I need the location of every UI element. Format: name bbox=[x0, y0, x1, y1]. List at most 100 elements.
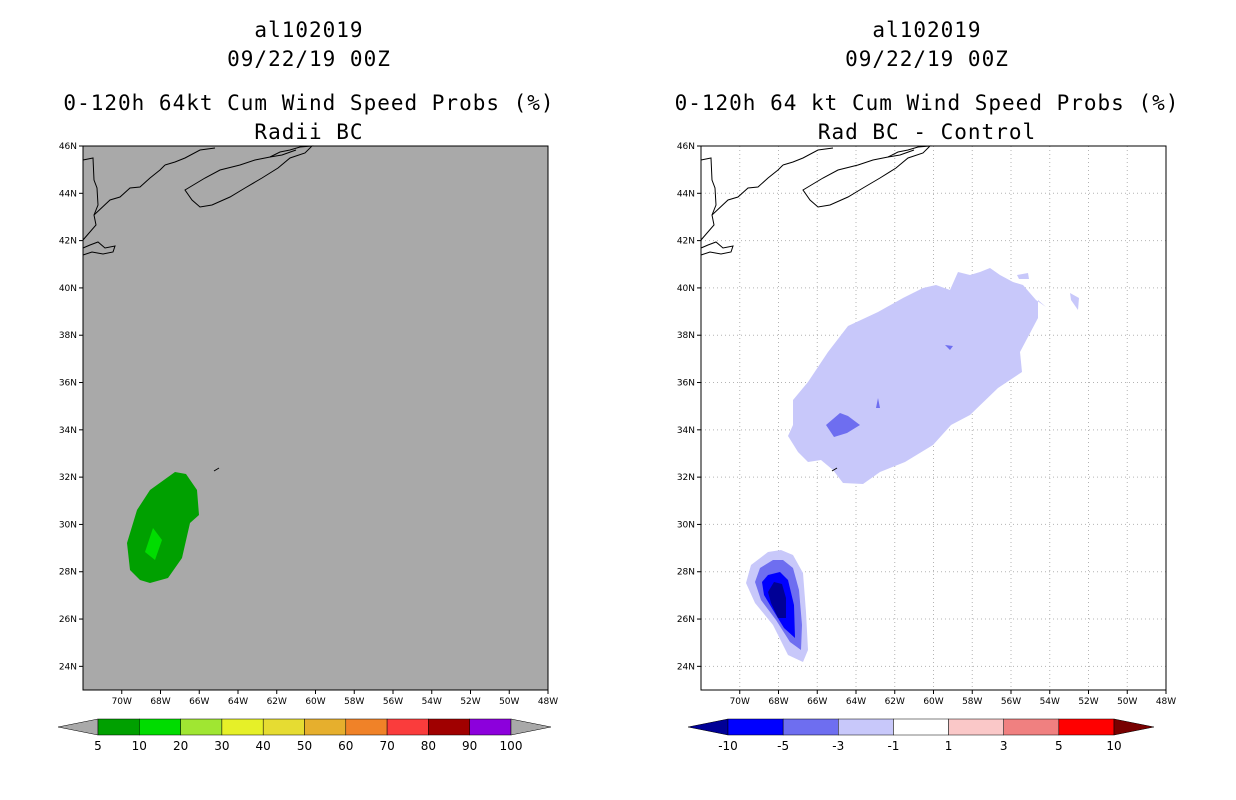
lat-tick-label: 40N bbox=[59, 284, 77, 294]
coast-fragment bbox=[831, 467, 838, 472]
lat-tick-label: 32N bbox=[677, 473, 695, 483]
lat-tick-label: 36N bbox=[677, 379, 695, 389]
lon-tick-label: 48W bbox=[1156, 697, 1176, 707]
lat-tick-label: 40N bbox=[677, 284, 695, 294]
colorbar-segment bbox=[97, 718, 140, 736]
lat-tick-label: 26N bbox=[677, 615, 695, 625]
storm-id: al102019 bbox=[872, 18, 982, 42]
colorbar-label: -3 bbox=[832, 739, 844, 753]
coastline-maine bbox=[700, 157, 717, 241]
contour-neg5-neg3 bbox=[826, 413, 860, 437]
colorbar-label: 80 bbox=[421, 739, 436, 753]
colorbar-label: 50 bbox=[297, 739, 312, 753]
coastline-new-brunswick bbox=[164, 147, 216, 166]
lat-tick-label: 46N bbox=[59, 142, 77, 152]
colorbar-segment bbox=[386, 718, 429, 736]
coastline-cape-cod bbox=[82, 241, 116, 256]
lon-tick-label: 48W bbox=[538, 697, 558, 707]
colorbar-label: 1 bbox=[945, 739, 953, 753]
datetime: 09/22/19 00Z bbox=[227, 47, 391, 71]
lat-tick-label: 28N bbox=[59, 568, 77, 578]
lon-tick-label: 60W bbox=[305, 697, 325, 707]
lat-axis: 24N 26N 28N 30N 32N 34N 36N 38N 40N 42N 44N 46N bbox=[677, 142, 701, 672]
lon-tick-label: 54W bbox=[422, 697, 442, 707]
colorbar-label: 10 bbox=[1106, 739, 1121, 753]
datetime: 09/22/19 00Z bbox=[845, 47, 1009, 71]
colorbar-label: 3 bbox=[1000, 739, 1008, 753]
colorbar-segment bbox=[1003, 718, 1060, 736]
colorbar-segment bbox=[262, 718, 305, 736]
colorbar-label: -1 bbox=[887, 739, 899, 753]
probability-contours bbox=[127, 467, 220, 583]
lon-tick-label: 62W bbox=[267, 697, 287, 707]
lon-tick-label: 68W bbox=[768, 697, 788, 707]
colorbar-segment bbox=[180, 718, 223, 736]
coastlines bbox=[82, 145, 314, 256]
lon-tick-label: 66W bbox=[189, 697, 209, 707]
colorbar-label: 5 bbox=[1055, 739, 1063, 753]
colorbar-label: 60 bbox=[338, 739, 353, 753]
colorbar-end-low bbox=[57, 718, 99, 736]
colorbar: -10 -5 -3 -1 1 3 5 10 bbox=[687, 718, 1155, 753]
colorbar-end-low bbox=[687, 718, 729, 736]
map-background bbox=[83, 146, 548, 690]
lat-tick-label: 24N bbox=[59, 662, 77, 672]
contour-10-20 bbox=[145, 528, 162, 560]
lon-tick-label: 60W bbox=[923, 697, 943, 707]
coastlines bbox=[700, 145, 932, 472]
contour-5-10 bbox=[127, 472, 199, 583]
lon-tick-label: 62W bbox=[885, 697, 905, 707]
coastline-pei bbox=[887, 149, 915, 158]
coastline-nova-scotia bbox=[802, 145, 932, 208]
map-rad-bc-control: 24N 26N 28N 30N 32N 34N 36N 38N 40N 42N 44N 46N 70W… bbox=[677, 142, 1176, 753]
colorbar-segment bbox=[838, 718, 894, 736]
colorbar-end-high bbox=[510, 718, 552, 736]
lon-axis: 70W 68W 66W 64W 62W 60W 58W 56W 54W 52W 50W 48W bbox=[112, 690, 558, 707]
colorbar: 5 10 20 30 40 50 60 70 80 90 100 bbox=[57, 718, 552, 753]
lon-tick-label: 52W bbox=[460, 697, 480, 707]
subtitle: Rad BC - Control bbox=[817, 120, 1037, 144]
product-title: 0-120h 64 kt Cum Wind Speed Probs (%) bbox=[674, 91, 1180, 115]
colorbar-label: 5 bbox=[94, 739, 102, 753]
colorbar-segment bbox=[469, 718, 512, 736]
left-panel: al102019 09/22/19 00Z 0-120h 64kt Cum Wi… bbox=[57, 18, 558, 753]
coastline-maine bbox=[82, 157, 99, 241]
lat-tick-label: 26N bbox=[59, 615, 77, 625]
lat-tick-label: 38N bbox=[59, 331, 77, 341]
lon-tick-label: 50W bbox=[1117, 697, 1137, 707]
product-title: 0-120h 64kt Cum Wind Speed Probs (%) bbox=[63, 91, 555, 115]
colorbar-label: 40 bbox=[256, 739, 271, 753]
colorbar-label: 10 bbox=[132, 739, 147, 753]
lon-tick-label: 58W bbox=[344, 697, 364, 707]
lon-tick-label: 54W bbox=[1040, 697, 1060, 707]
map-radii-bc: 24N 26N 28N 30N 32N 34N 36N 38N 40N 42N 44N 46N 70W… bbox=[57, 142, 558, 753]
lon-tick-label: 58W bbox=[962, 697, 982, 707]
colorbar-segment bbox=[893, 718, 949, 736]
lat-tick-label: 28N bbox=[677, 568, 695, 578]
contour-neg5-neg3-tiny bbox=[876, 398, 880, 408]
lat-tick-label: 36N bbox=[59, 379, 77, 389]
lon-tick-label: 50W bbox=[499, 697, 519, 707]
coastline-new-brunswick bbox=[782, 147, 834, 166]
lon-tick-label: 56W bbox=[1001, 697, 1021, 707]
lon-axis: 70W 68W 66W 64W 62W 60W 58W 56W 54W 52W 50W 48W bbox=[730, 690, 1176, 707]
coastline-pei bbox=[269, 149, 297, 158]
lat-tick-label: 24N bbox=[677, 662, 695, 672]
colorbar-label: 20 bbox=[173, 739, 188, 753]
colorbar-label: -5 bbox=[777, 739, 789, 753]
colorbar-label: 70 bbox=[379, 739, 394, 753]
lon-tick-label: 66W bbox=[807, 697, 827, 707]
colorbar-segment bbox=[782, 718, 839, 736]
contour-neg3-neg1 bbox=[788, 268, 1046, 484]
contour-neg3-neg1-north bbox=[1017, 273, 1029, 279]
colorbar-label: -10 bbox=[718, 739, 738, 753]
subtitle: Radii BC bbox=[254, 120, 364, 144]
coastline-gulf-maine bbox=[93, 164, 166, 216]
colorbar-label: 90 bbox=[462, 739, 477, 753]
lon-tick-label: 70W bbox=[730, 697, 750, 707]
colorbar-label: 30 bbox=[214, 739, 229, 753]
contour-neg5-neg3-small bbox=[945, 345, 953, 350]
coastline-gulf-maine bbox=[711, 164, 784, 216]
lat-tick-label: 30N bbox=[677, 520, 695, 530]
difference-contours bbox=[746, 268, 1079, 662]
